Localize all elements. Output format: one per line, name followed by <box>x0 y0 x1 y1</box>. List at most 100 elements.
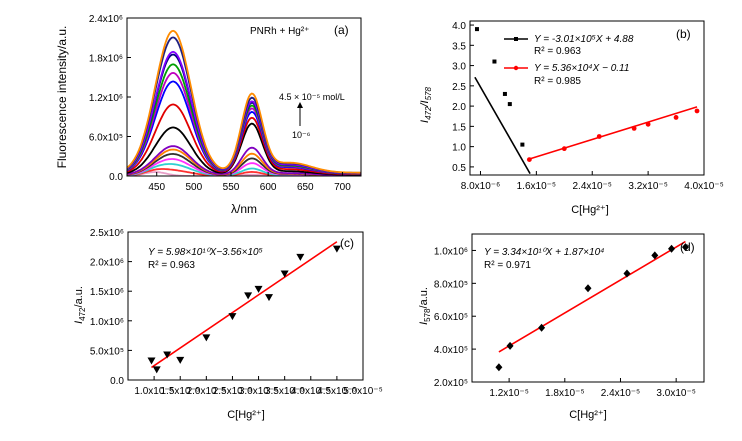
panel-b-data-point <box>502 91 507 96</box>
panel-b-ytick-label: 2.5 <box>452 82 466 93</box>
panel-d: 1.2x10⁻⁵ 1.8x10⁻⁵ 2.4x10⁻⁵ 3.0x10⁻⁵ 2.0x10⁵ 4… <box>418 233 705 421</box>
panel-c-equation: Y = 5.98×10¹⁰X−3.56×10⁵ <box>148 247 263 258</box>
panel-a-conc-low: 10⁻⁶ <box>292 130 311 140</box>
panel-a-xtick-label: 500 <box>186 182 203 193</box>
panel-a-label: (a) <box>334 23 349 37</box>
panel-a-spectrum <box>127 145 361 176</box>
panel-d-data-point <box>538 323 546 332</box>
panel-d-label: (d) <box>680 240 695 254</box>
panel-a-ylabel: Fluorescence intensity/a.u. <box>55 26 69 169</box>
panel-b-ylabel: I472/I578 <box>419 87 433 123</box>
panel-c-ylabel: I472/a.u. <box>73 286 87 324</box>
panel-d-ticks: 1.2x10⁻⁵ 1.8x10⁻⁵ 2.4x10⁻⁵ 3.0x10⁻⁵ 2.0x10⁵ 4… <box>434 246 696 399</box>
panel-c-frame <box>127 231 364 381</box>
panel-b-legend-r2-black: R² = 0.963 <box>534 46 581 57</box>
panel-c-ytick-label: 5.0x10⁵ <box>90 346 124 357</box>
panel-c-ytick-label: 2.0x10⁶ <box>90 258 124 269</box>
panel-d-xtick-label: 1.2x10⁻⁵ <box>489 388 528 399</box>
panel-d-data-point <box>651 251 659 260</box>
panel-b-ytick-label: 3.5 <box>452 41 466 52</box>
panel-b: 8.0x10⁻⁶ 1.6x10⁻⁵ 2.4x10⁻⁵ 3.2x10⁻⁵ 4.0x10⁻⁵… <box>419 20 724 216</box>
panel-c-ytick-label: 1.0x10⁶ <box>90 317 124 328</box>
panel-c-xtick-label: 1.5x10⁻⁵ <box>160 386 199 397</box>
panel-d-frame <box>471 233 705 383</box>
panel-d-r2: R² = 0.971 <box>484 260 531 271</box>
panel-b-fit-line <box>529 106 698 160</box>
panel-b-legend-r2-red: R² = 0.985 <box>534 76 581 87</box>
panel-b-xlabel: C[Hg²⁺] <box>571 204 609 216</box>
panel-c-data-point <box>332 245 341 253</box>
panel-a: 450 500 550 600 650 700 0.0 6.0x10⁵ 1.2x10⁶ 1.8x1… <box>55 14 362 216</box>
panel-d-equation: Y = 3.34×10¹⁰X + 1.87×10⁴ <box>484 247 604 258</box>
panel-b-xtick-label: 4.0x10⁻⁵ <box>684 181 723 192</box>
panel-c-plot <box>147 241 341 374</box>
panel-d-ytick-label: 4.0x10⁵ <box>434 345 468 356</box>
panel-a-conc-arrow-head <box>297 102 303 108</box>
panel-d-ytick-label: 6.0x10⁵ <box>434 312 468 323</box>
panel-c-data-point <box>265 294 273 302</box>
panel-b-data-point <box>561 146 567 152</box>
panel-d-ytick-label: 8.0x10⁵ <box>434 279 468 290</box>
panel-b-ytick-label: 1.0 <box>452 143 466 154</box>
panel-a-plot <box>127 29 361 176</box>
panel-c-xtick-label: 4.5x10⁻⁵ <box>317 386 356 397</box>
panel-c-xtick-label: 2.5x10⁻⁵ <box>213 386 252 397</box>
panel-a-ytick-label: 6.0x10⁵ <box>89 133 123 144</box>
panel-c-xtick-label: 5.0x10⁻⁵ <box>343 386 382 397</box>
panel-c-xtick-label: 3.0x10⁻⁵ <box>239 386 278 397</box>
panel-b-legend-eq-black: Y = -3.01×10⁵X + 4.88 <box>534 34 634 45</box>
panel-b-fit-line <box>474 76 531 174</box>
panel-c-data-point <box>254 285 263 293</box>
panel-a-spectrum <box>127 122 361 176</box>
panel-b-legend-marker-red <box>513 65 519 71</box>
panel-d-ylabel: I578/a.u. <box>418 287 432 325</box>
panel-b-label: (b) <box>676 27 691 41</box>
panel-a-xtick-label: 700 <box>334 182 351 193</box>
panel-a-ytick-label: 1.2x10⁶ <box>89 93 123 104</box>
panel-b-frame <box>469 20 705 176</box>
panel-c-xtick-label: 2.0x10⁻⁵ <box>187 386 226 397</box>
panel-b-xtick-label: 8.0x10⁻⁶ <box>461 181 500 192</box>
panel-c-data-point <box>228 313 237 321</box>
panel-a-sample-annotation: PNRh + Hg²⁺ <box>250 26 309 37</box>
panel-d-xtick-label: 3.0x10⁻⁵ <box>656 388 695 399</box>
panel-b-data-point <box>596 134 602 139</box>
panel-b-ytick-label: 0.5 <box>452 163 466 174</box>
panel-d-fit-line <box>498 240 686 353</box>
panel-a-conc-high: 4.5 × 10⁻⁵ mol/L <box>279 92 345 102</box>
panel-b-xtick-label: 1.6x10⁻⁵ <box>517 181 556 192</box>
panel-b-legend-marker-black <box>514 37 518 41</box>
panel-c-xtick-label: 1.0x10⁻⁵ <box>134 386 173 397</box>
panel-c-data-point <box>147 357 156 365</box>
panel-b-xtick-label: 3.2x10⁻⁵ <box>628 181 667 192</box>
panel-a-xtick-label: 450 <box>148 182 165 193</box>
panel-b-ytick-label: 4.0 <box>452 21 466 32</box>
panel-c-ytick-label: 2.5x10⁶ <box>90 228 124 239</box>
panel-d-ytick-label: 1.0x10⁶ <box>434 246 468 257</box>
panel-b-ytick-label: 1.5 <box>452 122 466 133</box>
panel-b-data-point <box>694 108 700 114</box>
panel-b-ytick-label: 2.0 <box>452 102 466 113</box>
panel-c-r2: R² = 0.963 <box>148 260 195 271</box>
panel-d-data-point <box>623 269 631 278</box>
panel-d-xtick-label: 1.8x10⁻⁵ <box>545 388 584 399</box>
panel-c-ytick-label: 1.5x10⁶ <box>90 287 124 298</box>
panel-c-data-point <box>296 253 305 261</box>
panel-c-data-point <box>244 292 253 300</box>
panel-b-data-point <box>474 27 479 32</box>
panel-a-xtick-label: 600 <box>260 182 277 193</box>
panel-d-xlabel: C[Hg²⁺] <box>569 409 607 421</box>
panel-a-ytick-label: 2.4x10⁶ <box>89 14 123 25</box>
panel-b-legend-eq-red: Y = 5.36×10⁴X − 0.11 <box>534 63 629 74</box>
panel-b-plot <box>474 27 700 174</box>
panel-a-spectrum <box>127 171 361 176</box>
panel-d-data-point <box>681 243 689 252</box>
panel-a-xtick-label: 650 <box>297 182 314 193</box>
panel-b-data-point <box>631 125 637 131</box>
panel-a-curves <box>127 29 361 176</box>
panel-b-data-point <box>645 121 651 127</box>
panel-d-xtick-label: 2.4x10⁻⁵ <box>601 388 640 399</box>
panel-c-label: (c) <box>340 236 354 250</box>
panel-d-data-point <box>495 363 503 372</box>
panel-b-ticks: 8.0x10⁻⁶ 1.6x10⁻⁵ 2.4x10⁻⁵ 3.2x10⁻⁵ 4.0x10⁻⁵… <box>452 21 724 192</box>
